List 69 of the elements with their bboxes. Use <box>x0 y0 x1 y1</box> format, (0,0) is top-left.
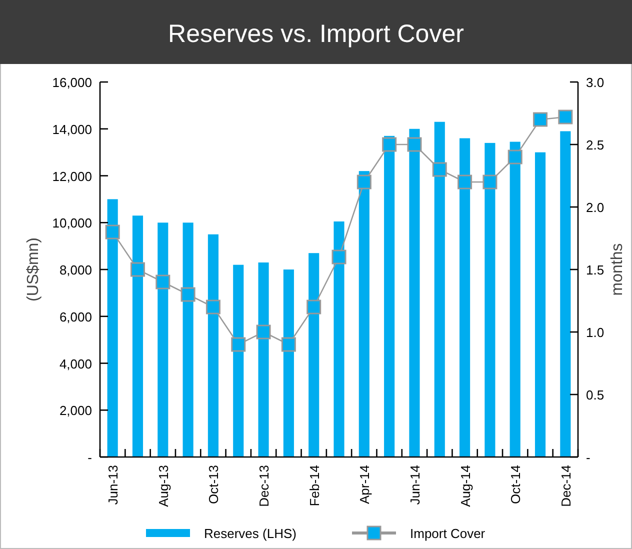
bar <box>233 264 244 457</box>
point <box>231 337 246 352</box>
point <box>407 137 422 152</box>
y-tick-label: 10,000 <box>52 216 92 231</box>
point <box>206 300 220 314</box>
y-tick-label: 4,000 <box>59 356 92 372</box>
bar <box>158 222 168 457</box>
y-tick-label: 14,000 <box>52 122 92 137</box>
point <box>105 224 120 240</box>
bar <box>409 128 420 457</box>
legend-label: Import Cover <box>410 526 486 541</box>
x-tick-label: Dec-13 <box>256 465 272 507</box>
bar <box>484 142 496 457</box>
bar <box>132 216 144 457</box>
bar <box>534 152 546 457</box>
y2-tick-label: - <box>586 450 590 465</box>
y2-tick-label: 3.0 <box>586 75 604 90</box>
point <box>180 287 196 302</box>
y-tick-label: 12,000 <box>52 168 92 184</box>
point <box>508 150 522 164</box>
point <box>356 174 372 190</box>
point <box>306 300 322 314</box>
bar <box>182 222 194 457</box>
x-tick-label: Dec-14 <box>558 465 574 507</box>
y-tick-label: 6,000 <box>59 309 92 324</box>
point <box>281 337 296 352</box>
x-tick-label: Oct-14 <box>508 465 524 504</box>
x-tick-label: Aug-14 <box>458 465 473 507</box>
y2-tick-label: 2.0 <box>586 200 604 215</box>
point <box>533 112 548 127</box>
point <box>332 250 346 264</box>
legend-label: Reserves (LHS) <box>204 526 296 541</box>
point <box>130 262 145 277</box>
bar <box>283 270 294 457</box>
bar <box>308 253 320 457</box>
x-tick-label: Oct-13 <box>206 465 222 504</box>
bar <box>510 142 520 457</box>
point <box>256 324 271 340</box>
y-tick-label: 2,000 <box>59 403 92 418</box>
point <box>382 137 397 152</box>
bar <box>560 131 571 457</box>
bar <box>208 234 218 457</box>
bar <box>334 221 344 457</box>
point <box>482 174 498 190</box>
point <box>156 274 170 290</box>
x-tick-label: Feb-14 <box>306 465 322 506</box>
bar <box>434 122 445 457</box>
y-tick-label: - <box>88 450 92 465</box>
y-axis-title: (US$mn) <box>25 237 42 302</box>
bar <box>384 136 395 457</box>
y2-tick-label: 1.0 <box>586 325 604 340</box>
y2-tick-label: 1.5 <box>586 262 604 278</box>
y-tick-label: 16,000 <box>52 75 92 90</box>
chart-title: Reserves vs. Import Cover <box>168 20 464 48</box>
point <box>458 174 472 190</box>
x-tick-label: Apr-14 <box>357 465 372 504</box>
x-tick-label: Jun-13 <box>106 465 121 505</box>
y2-tick-label: 0.5 <box>586 388 604 402</box>
point <box>432 162 447 177</box>
y2-tick-label: 2.5 <box>586 138 604 152</box>
y-tick-label: 8,000 <box>59 262 92 278</box>
x-tick-label: Jun-14 <box>407 465 422 505</box>
bar <box>460 138 470 457</box>
bar <box>258 262 269 457</box>
bar <box>358 171 370 457</box>
bar <box>107 199 118 457</box>
x-tick-label: Aug-13 <box>156 465 171 507</box>
y2-axis-title: months <box>609 243 626 296</box>
point <box>558 110 573 124</box>
